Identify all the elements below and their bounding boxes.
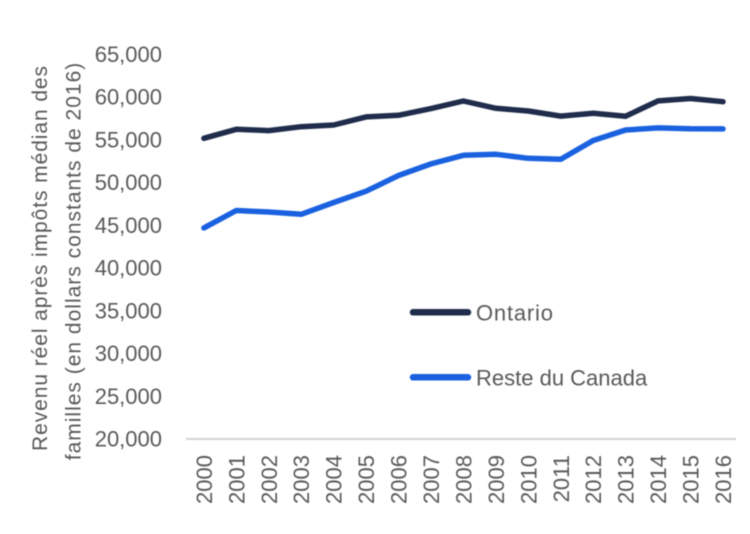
svg-text:2014: 2014 <box>646 455 671 504</box>
svg-text:2007: 2007 <box>419 455 444 504</box>
svg-text:60,000: 60,000 <box>95 85 162 110</box>
svg-text:Reste du Canada: Reste du Canada <box>476 365 648 390</box>
svg-text:25,000: 25,000 <box>95 384 162 409</box>
svg-text:2009: 2009 <box>484 455 509 504</box>
svg-text:2012: 2012 <box>581 455 606 504</box>
svg-text:familles (en dollars constants: familles (en dollars constants de 2016) <box>63 62 86 461</box>
svg-text:2016: 2016 <box>711 455 736 504</box>
svg-text:40,000: 40,000 <box>95 256 162 281</box>
svg-text:Ontario: Ontario <box>476 300 554 325</box>
svg-text:2015: 2015 <box>679 455 704 504</box>
svg-text:55,000: 55,000 <box>95 127 162 152</box>
svg-text:2005: 2005 <box>354 455 379 504</box>
svg-text:2001: 2001 <box>224 455 249 504</box>
svg-text:2002: 2002 <box>257 455 282 504</box>
svg-text:Revenu réel après impôts média: Revenu réel après impôts médian des <box>29 65 52 451</box>
svg-text:30,000: 30,000 <box>95 341 162 366</box>
svg-text:20,000: 20,000 <box>95 427 162 452</box>
svg-text:45,000: 45,000 <box>95 213 162 238</box>
svg-text:2011: 2011 <box>549 455 574 502</box>
svg-text:2006: 2006 <box>387 455 412 504</box>
svg-text:65,000: 65,000 <box>95 42 162 67</box>
svg-text:2000: 2000 <box>192 455 217 504</box>
svg-text:2013: 2013 <box>614 455 639 504</box>
svg-text:2008: 2008 <box>451 455 476 504</box>
svg-text:50,000: 50,000 <box>95 170 162 195</box>
svg-text:2004: 2004 <box>322 455 347 504</box>
svg-text:2010: 2010 <box>516 455 541 504</box>
svg-text:2003: 2003 <box>289 455 314 504</box>
svg-text:35,000: 35,000 <box>95 298 162 323</box>
